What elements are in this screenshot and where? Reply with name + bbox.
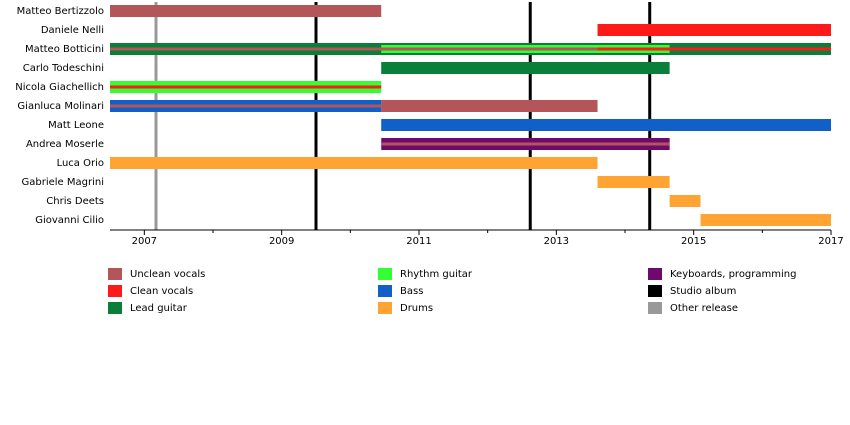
member-bar: [597, 176, 670, 188]
member-bar: [669, 195, 701, 207]
member-bar: [381, 119, 831, 131]
member-bar: [700, 214, 831, 226]
legend-label: Keyboards, programming: [670, 269, 796, 280]
legend-swatch: [108, 302, 122, 314]
member-label: Carlo Todeschini: [23, 63, 104, 74]
member-label: Matteo Bertizzolo: [17, 6, 104, 17]
legend-label: Other release: [670, 303, 738, 314]
member-bar: [110, 85, 382, 89]
legend-swatch: [378, 268, 392, 280]
legend-swatch: [648, 302, 662, 314]
member-label: Gianluca Molinari: [17, 101, 104, 112]
legend-label: Studio album: [670, 286, 736, 297]
legend-swatch: [378, 285, 392, 297]
legend-swatch: [648, 285, 662, 297]
x-tick-label: 2015: [681, 236, 706, 247]
x-tick-label: 2011: [406, 236, 431, 247]
member-bar: [381, 62, 670, 74]
legend-label: Drums: [400, 303, 433, 314]
member-label: Luca Orio: [57, 158, 104, 169]
member-label: Daniele Nelli: [41, 25, 104, 36]
member-bar: [110, 157, 598, 169]
x-tick-label: 2007: [132, 236, 157, 247]
legend-label: Bass: [400, 286, 423, 297]
member-bar: [110, 104, 382, 108]
x-tick-label: 2017: [818, 236, 843, 247]
x-tick-label: 2013: [544, 236, 569, 247]
member-label: Chris Deets: [46, 196, 104, 207]
legend-swatch: [108, 268, 122, 280]
member-bar: [597, 47, 831, 51]
legend-swatch: [648, 268, 662, 280]
member-bar: [597, 24, 831, 36]
legend-label: Clean vocals: [130, 286, 193, 297]
member-label: Matt Leone: [48, 120, 104, 131]
legend-swatch: [378, 302, 392, 314]
member-label: Matteo Botticini: [25, 44, 104, 55]
member-bar: [381, 142, 670, 146]
member-bar: [110, 5, 382, 17]
member-label: Gabriele Magrini: [22, 177, 105, 188]
legend-label: Unclean vocals: [130, 269, 205, 280]
member-label: Giovanni Cilio: [35, 215, 104, 226]
legend-swatch: [108, 285, 122, 297]
x-tick-label: 2009: [269, 236, 294, 247]
member-bar: [381, 100, 598, 112]
legend-label: Lead guitar: [130, 303, 188, 314]
legend-label: Rhythm guitar: [400, 269, 473, 280]
member-label: Nicola Giachellich: [15, 82, 104, 93]
member-bar: [110, 47, 598, 51]
member-label: Andrea Moserle: [26, 139, 104, 150]
